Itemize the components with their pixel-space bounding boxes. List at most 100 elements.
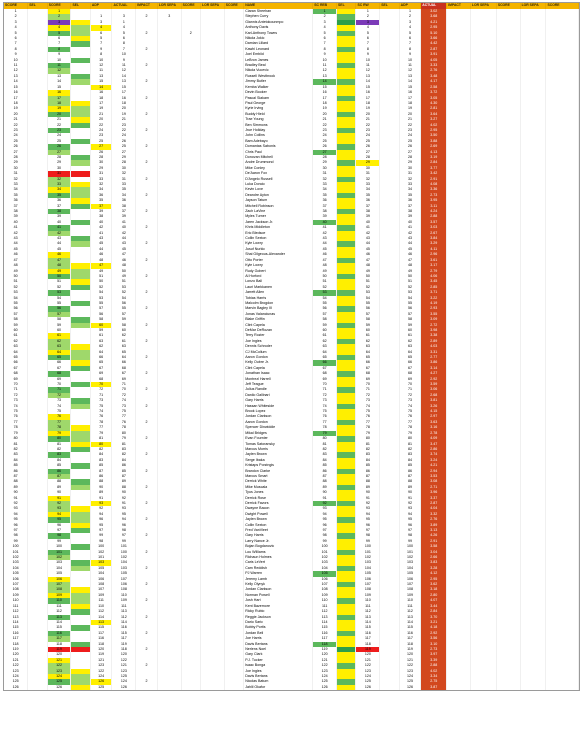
table-row[interactable]: 41 41 42 40 2 Khris Middleton 41 41 41 3.03 bbox=[4, 225, 579, 231]
table-row[interactable]: 39 39 38 39 Myles Turner 39 39 39 2.88 bbox=[4, 214, 579, 220]
table-row[interactable]: 53 53 54 52 2 Jarrett Allen 53 53 53 3.71 bbox=[4, 290, 579, 296]
table-row[interactable]: 48 48 47 48 Kyle Lowry 48 48 48 3.17 bbox=[4, 263, 579, 269]
column-header[interactable]: SCORE bbox=[545, 3, 579, 9]
table-row[interactable]: 36 36 35 36 Jayson Tatum 36 36 36 3.95 bbox=[4, 198, 579, 204]
column-header[interactable]: SC REB bbox=[312, 3, 338, 9]
table-row[interactable]: 69 69 68 69 Montrezl Harrell 69 69 69 2.92 bbox=[4, 376, 579, 383]
table-row[interactable]: 58 58 58 59 Blake Griffin 58 58 58 3.09 bbox=[4, 317, 579, 323]
column-header[interactable]: IMPACT bbox=[446, 3, 471, 9]
column-header[interactable]: SCORE bbox=[496, 3, 521, 9]
column-header[interactable]: SCORE bbox=[224, 3, 245, 9]
table-row[interactable]: 98 98 99 97 2 Gary Harris 98 98 98 4.26 bbox=[4, 533, 579, 539]
table-row[interactable]: 44 44 45 43 2 Kyle Lowry 44 44 44 3.29 bbox=[4, 241, 579, 247]
table-row[interactable]: 121 121 121 122 P.J. Tucker 121 121 121 3.39 bbox=[4, 657, 579, 664]
table-row[interactable]: 93 93 92 93 Dwayne Bacon 93 93 93 4.04 bbox=[4, 506, 579, 512]
table-row[interactable]: 82 82 82 83 Marcus Morris 82 82 82 2.86 bbox=[4, 446, 579, 453]
table-row[interactable]: 35 35 36 34 2 Deandre Ayton 35 35 35 2.73 bbox=[4, 192, 579, 199]
table-row[interactable]: 29 29 30 28 2 Andre Drummond 29 29 29 2.84 bbox=[4, 160, 579, 166]
table-row[interactable]: 114 114 113 114 Dario Saric 114 114 114 3.21 bbox=[4, 619, 579, 626]
table-row[interactable]: 15 15 14 15 Kemba Walker 15 15 15 2.58 bbox=[4, 84, 579, 91]
table-row[interactable]: 111 111 110 111 Kent Bazemore 111 111 111 3.44 bbox=[4, 603, 579, 610]
column-header[interactable]: ADP bbox=[399, 3, 422, 9]
table-row[interactable]: 40 40 40 41 Jaren Jackson Jr. 40 40 40 3.57 bbox=[4, 219, 579, 226]
table-row[interactable]: 67 67 67 68 Clint Capela 67 67 67 3.14 bbox=[4, 365, 579, 372]
table-row[interactable]: 89 89 90 88 2 Mike Muscala 89 89 89 2.71 bbox=[4, 484, 579, 491]
column-header[interactable]: SCORE bbox=[181, 3, 202, 9]
table-row[interactable]: 101 101 102 100 2 Lou Williams 101 101 101 3.04 bbox=[4, 549, 579, 556]
table-row[interactable]: 27 27 26 27 Chris Paul 27 27 27 4.13 bbox=[4, 149, 579, 155]
table-row[interactable]: 107 107 108 106 2 Kelly Olynyk 107 107 107 3.62 bbox=[4, 582, 579, 588]
table-row[interactable]: 62 62 63 61 2 Joe Ingles 62 62 62 2.89 bbox=[4, 338, 579, 345]
table-row[interactable]: 55 55 55 56 Malcolm Brogdon 55 55 55 4.19 bbox=[4, 300, 579, 307]
table-row[interactable]: 88 88 88 89 Derrick White 88 88 88 3.08 bbox=[4, 479, 579, 485]
table-row[interactable]: 33 33 32 33 Luka Doncic 33 33 33 4.08 bbox=[4, 182, 579, 188]
table-row[interactable]: 28 28 28 29 Donovan Mitchell 28 28 28 3.19 bbox=[4, 154, 579, 161]
table-row[interactable]: 34 34 34 35 Kevin Love 34 34 34 3.36 bbox=[4, 187, 579, 193]
table-row[interactable]: 99 99 98 99 Larry Nance Jr. 99 99 99 2.91 bbox=[4, 538, 579, 545]
table-row[interactable]: 24 24 23 24 John Collins 24 24 24 3.50 bbox=[4, 133, 579, 139]
column-header[interactable]: ACTUAL bbox=[111, 3, 137, 9]
table-row[interactable]: 47 47 48 46 2 Otto Porter 47 47 47 3.61 bbox=[4, 257, 579, 264]
table-row[interactable]: 102 102 101 102 Richaun Holmes 102 102 102 2.66 bbox=[4, 555, 579, 561]
column-header[interactable]: LOR SEPA bbox=[520, 3, 547, 9]
table-row[interactable]: 63 63 62 63 Dennis Schroder 63 63 63 4.03 bbox=[4, 344, 579, 350]
table-row[interactable]: 70 70 70 71 Jeff Teague 70 70 70 3.59 bbox=[4, 382, 579, 388]
table-row[interactable]: 5 5 6 5 2 2 Karl-Anthony Towns 5 5 5 5.10 bbox=[4, 30, 579, 37]
table-row[interactable]: 1 1 Ciaran Sheehan 1 1 1 3.02 bbox=[4, 9, 579, 15]
table-row[interactable]: 115 115 115 116 Bobby Portis 115 115 115 4.18 bbox=[4, 625, 579, 631]
table-row[interactable]: 108 108 107 108 Jordan Clarkson 108 108 108 3.18 bbox=[4, 587, 579, 593]
table-row[interactable]: 57 57 56 57 Jonas Valanciunas 57 57 57 3.55 bbox=[4, 311, 579, 318]
table-row[interactable]: 31 31 31 32 De'Aaron Fox 31 31 31 3.42 bbox=[4, 171, 579, 177]
table-row[interactable]: 105 105 104 105 PJ Warren 105 105 105 4.12 bbox=[4, 571, 579, 577]
table-row[interactable]: 81 81 80 81 Tomas Satoransky 81 81 81 3.47 bbox=[4, 441, 579, 447]
table-row[interactable]: 92 92 93 91 2 Derrick Favors 92 92 92 2.87 bbox=[4, 500, 579, 507]
table-row[interactable]: 32 32 33 31 2 D'Angelo Russell 32 32 32 2.91 bbox=[4, 176, 579, 182]
table-row[interactable]: 85 85 85 86 Kristaps Porzingis 85 85 85 4.21 bbox=[4, 463, 579, 469]
table-row[interactable]: 112 112 112 113 Ricky Rubio 112 112 112 2.84 bbox=[4, 609, 579, 615]
table-row[interactable]: 120 120 119 120 Gary Clark 120 120 120 3.97 bbox=[4, 652, 579, 658]
table-row[interactable]: 113 113 114 112 2 Reggie Jackson 113 113 113 3.70 bbox=[4, 614, 579, 620]
table-row[interactable]: 116 116 117 115 2 Jordan Bell 116 116 116 2.92 bbox=[4, 630, 579, 637]
column-header[interactable]: LOR SEPA bbox=[200, 3, 225, 9]
column-header[interactable]: ADP bbox=[90, 3, 113, 9]
table-row[interactable]: 90 90 89 90 Tyus Jones 90 90 90 3.96 bbox=[4, 490, 579, 496]
table-row[interactable]: 79 79 79 80 Mikal Bridges 79 79 79 2.78 bbox=[4, 430, 579, 437]
table-row[interactable]: 7 7 7 8 Damian Lillard 7 7 7 4.42 bbox=[4, 41, 579, 47]
table-row[interactable]: 72 72 71 72 Danilo Gallinari 72 72 72 2.68 bbox=[4, 392, 579, 399]
table-row[interactable]: 17 17 18 16 2 Pascal Siakam 17 17 17 3.05 bbox=[4, 95, 579, 101]
table-row[interactable]: 8 8 9 7 2 Kawhi Leonard 8 8 8 2.87 bbox=[4, 46, 579, 53]
table-row[interactable]: 25 25 25 26 Bam Adebayo 25 25 25 3.88 bbox=[4, 138, 579, 145]
table-row[interactable]: 122 122 123 121 2 Isaac Bonga 122 122 122 2.88 bbox=[4, 663, 579, 669]
table-row[interactable]: 22 22 22 23 Ben Simmons 22 22 22 4.02 bbox=[4, 122, 579, 128]
table-row[interactable]: 21 21 20 21 Trae Young 21 21 21 3.27 bbox=[4, 117, 579, 123]
table-row[interactable]: 73 73 73 74 Gary Harris 73 73 73 3.81 bbox=[4, 398, 579, 404]
column-header[interactable]: SC RW bbox=[355, 3, 381, 9]
table-row[interactable]: 59 59 60 58 2 Clint Capela 59 59 59 2.72 bbox=[4, 322, 579, 328]
column-header[interactable]: NAME bbox=[243, 3, 314, 9]
table-row[interactable]: 104 104 105 103 2 Cam Reddish 104 104 104 3.28 bbox=[4, 565, 579, 572]
table-row[interactable]: 50 50 51 49 2 Al Horford 50 50 50 4.06 bbox=[4, 273, 579, 280]
table-row[interactable]: 38 38 39 37 2 Zach LaVine 38 38 38 4.24 bbox=[4, 209, 579, 215]
column-header[interactable]: LOR SEPA bbox=[470, 3, 497, 9]
table-row[interactable]: 14 14 15 13 2 Jimmy Butler 14 14 14 4.17 bbox=[4, 79, 579, 85]
table-row[interactable]: 76 76 76 77 Jordan Clarkson 76 76 76 2.97 bbox=[4, 414, 579, 420]
table-row[interactable]: 20 20 21 19 2 Buddy Hield 20 20 20 3.64 bbox=[4, 111, 579, 118]
table-row[interactable]: 124 124 124 125 Davis Bertans 124 124 124 3.34 bbox=[4, 673, 579, 680]
column-header[interactable]: SEL bbox=[379, 3, 400, 9]
table-row[interactable]: 60 60 59 60 DeMar DeRozan 60 60 60 3.98 bbox=[4, 327, 579, 334]
table-row[interactable]: 125 125 126 124 2 Nicolas Batum 125 125 125 2.75 bbox=[4, 679, 579, 685]
column-header[interactable]: SEL bbox=[336, 3, 357, 9]
table-row[interactable]: 11 11 12 11 2 Bradley Beal 11 11 11 3.33 bbox=[4, 63, 579, 69]
column-header[interactable]: SEL bbox=[27, 3, 48, 9]
table-row[interactable]: 64 64 64 65 CJ McCollum 64 64 64 3.31 bbox=[4, 349, 579, 355]
table-row[interactable]: 45 45 44 45 Jusuf Nurkic 45 45 45 4.11 bbox=[4, 246, 579, 253]
table-row[interactable]: 109 109 109 110 Norman Powell 109 109 109 2.80 bbox=[4, 592, 579, 599]
column-header[interactable]: ACTUAL bbox=[420, 3, 448, 9]
table-row[interactable]: 100 100 100 101 Bojan Bogdanovic 100 100 100 3.5… bbox=[4, 544, 579, 550]
table-row[interactable]: 75 75 74 75 Brook Lopez 75 75 75 4.15 bbox=[4, 409, 579, 415]
column-header[interactable]: SCORE bbox=[4, 3, 29, 9]
column-header[interactable]: SCORE bbox=[47, 3, 72, 9]
table-row[interactable]: 37 37 37 38 Mitchell Robinson 37 37 37 3.11 bbox=[4, 203, 579, 210]
table-row[interactable]: 80 80 81 79 2 Evan Fournier 80 80 80 4.09 bbox=[4, 436, 579, 442]
table-row[interactable]: 52 52 52 53 Lauri Markkanen 52 52 52 2.85 bbox=[4, 284, 579, 291]
